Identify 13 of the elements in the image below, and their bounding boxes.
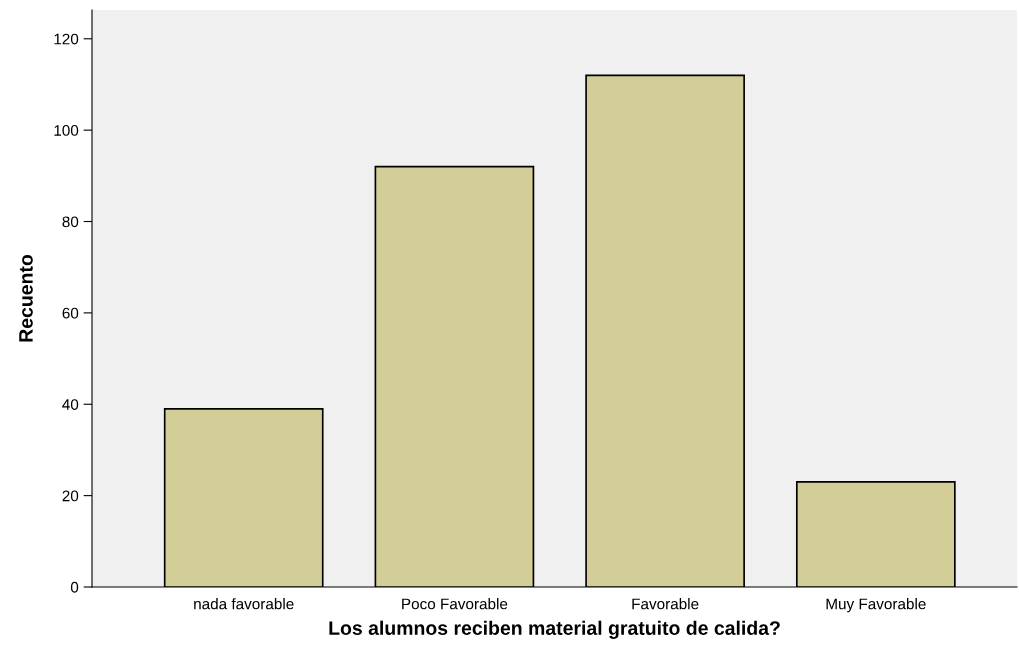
- x-tick-label: Poco Favorable: [402, 598, 508, 610]
- y-tick-label: 80: [62, 216, 79, 228]
- y-tick-label: 40: [62, 399, 79, 410]
- y-tick-label: 20: [62, 490, 79, 502]
- y-tick-label: 0: [70, 581, 79, 593]
- y-tick-label: 120: [54, 33, 79, 45]
- x-tick-label: Muy Favorable: [826, 598, 926, 613]
- x-tick-label: nada favorable: [194, 598, 294, 610]
- y-tick-label: 60: [62, 307, 79, 319]
- x-axis-title: Los alumnos reciben material gratuito de calida?: [329, 620, 780, 639]
- x-tick-label: Favorable: [632, 598, 699, 610]
- y-tick-label: 100: [54, 125, 79, 136]
- y-axis-title: Recuento: [19, 254, 33, 342]
